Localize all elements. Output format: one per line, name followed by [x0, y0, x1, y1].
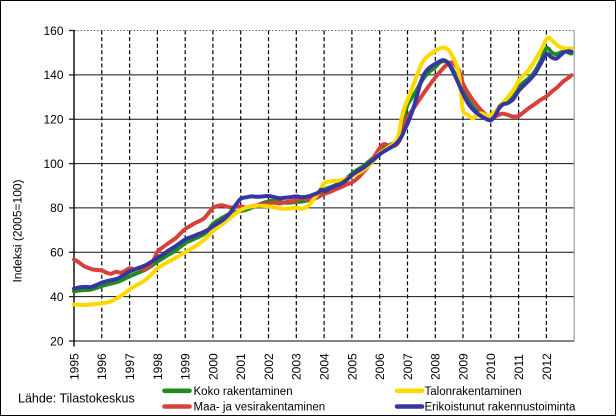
svg-text:2006: 2006 — [373, 353, 387, 380]
svg-text:Talonrakentaminen: Talonrakentaminen — [425, 386, 522, 398]
svg-text:160: 160 — [43, 24, 63, 38]
svg-text:Lähde: Tilastokeskus: Lähde: Tilastokeskus — [18, 392, 135, 406]
svg-text:120: 120 — [43, 113, 63, 127]
svg-text:60: 60 — [50, 246, 64, 260]
svg-text:2005: 2005 — [345, 353, 359, 380]
svg-text:2010: 2010 — [484, 353, 498, 380]
svg-text:2003: 2003 — [290, 353, 304, 380]
svg-text:40: 40 — [50, 290, 64, 304]
svg-text:1998: 1998 — [151, 353, 165, 380]
svg-text:2000: 2000 — [206, 353, 220, 380]
svg-text:Erikoistunut rakennustoiminta: Erikoistunut rakennustoiminta — [425, 402, 576, 414]
svg-text:Maa- ja vesirakentaminen: Maa- ja vesirakentaminen — [194, 402, 326, 414]
svg-text:1997: 1997 — [123, 353, 137, 380]
svg-text:Indeksi (2005=100): Indeksi (2005=100) — [11, 179, 25, 282]
svg-text:100: 100 — [43, 157, 63, 171]
svg-text:80: 80 — [50, 201, 64, 215]
svg-text:1999: 1999 — [179, 353, 193, 380]
svg-text:140: 140 — [43, 68, 63, 82]
svg-text:1996: 1996 — [95, 353, 109, 380]
svg-text:1995: 1995 — [67, 353, 81, 380]
svg-text:2001: 2001 — [234, 353, 248, 380]
svg-text:2011: 2011 — [512, 354, 526, 380]
svg-text:2008: 2008 — [429, 353, 443, 380]
svg-text:2007: 2007 — [401, 353, 415, 380]
svg-text:2012: 2012 — [540, 353, 554, 380]
svg-text:Koko rakentaminen: Koko rakentaminen — [194, 386, 293, 398]
svg-text:2004: 2004 — [318, 353, 332, 380]
svg-text:20: 20 — [50, 334, 64, 348]
svg-text:2009: 2009 — [456, 353, 470, 380]
svg-text:2002: 2002 — [262, 353, 276, 380]
